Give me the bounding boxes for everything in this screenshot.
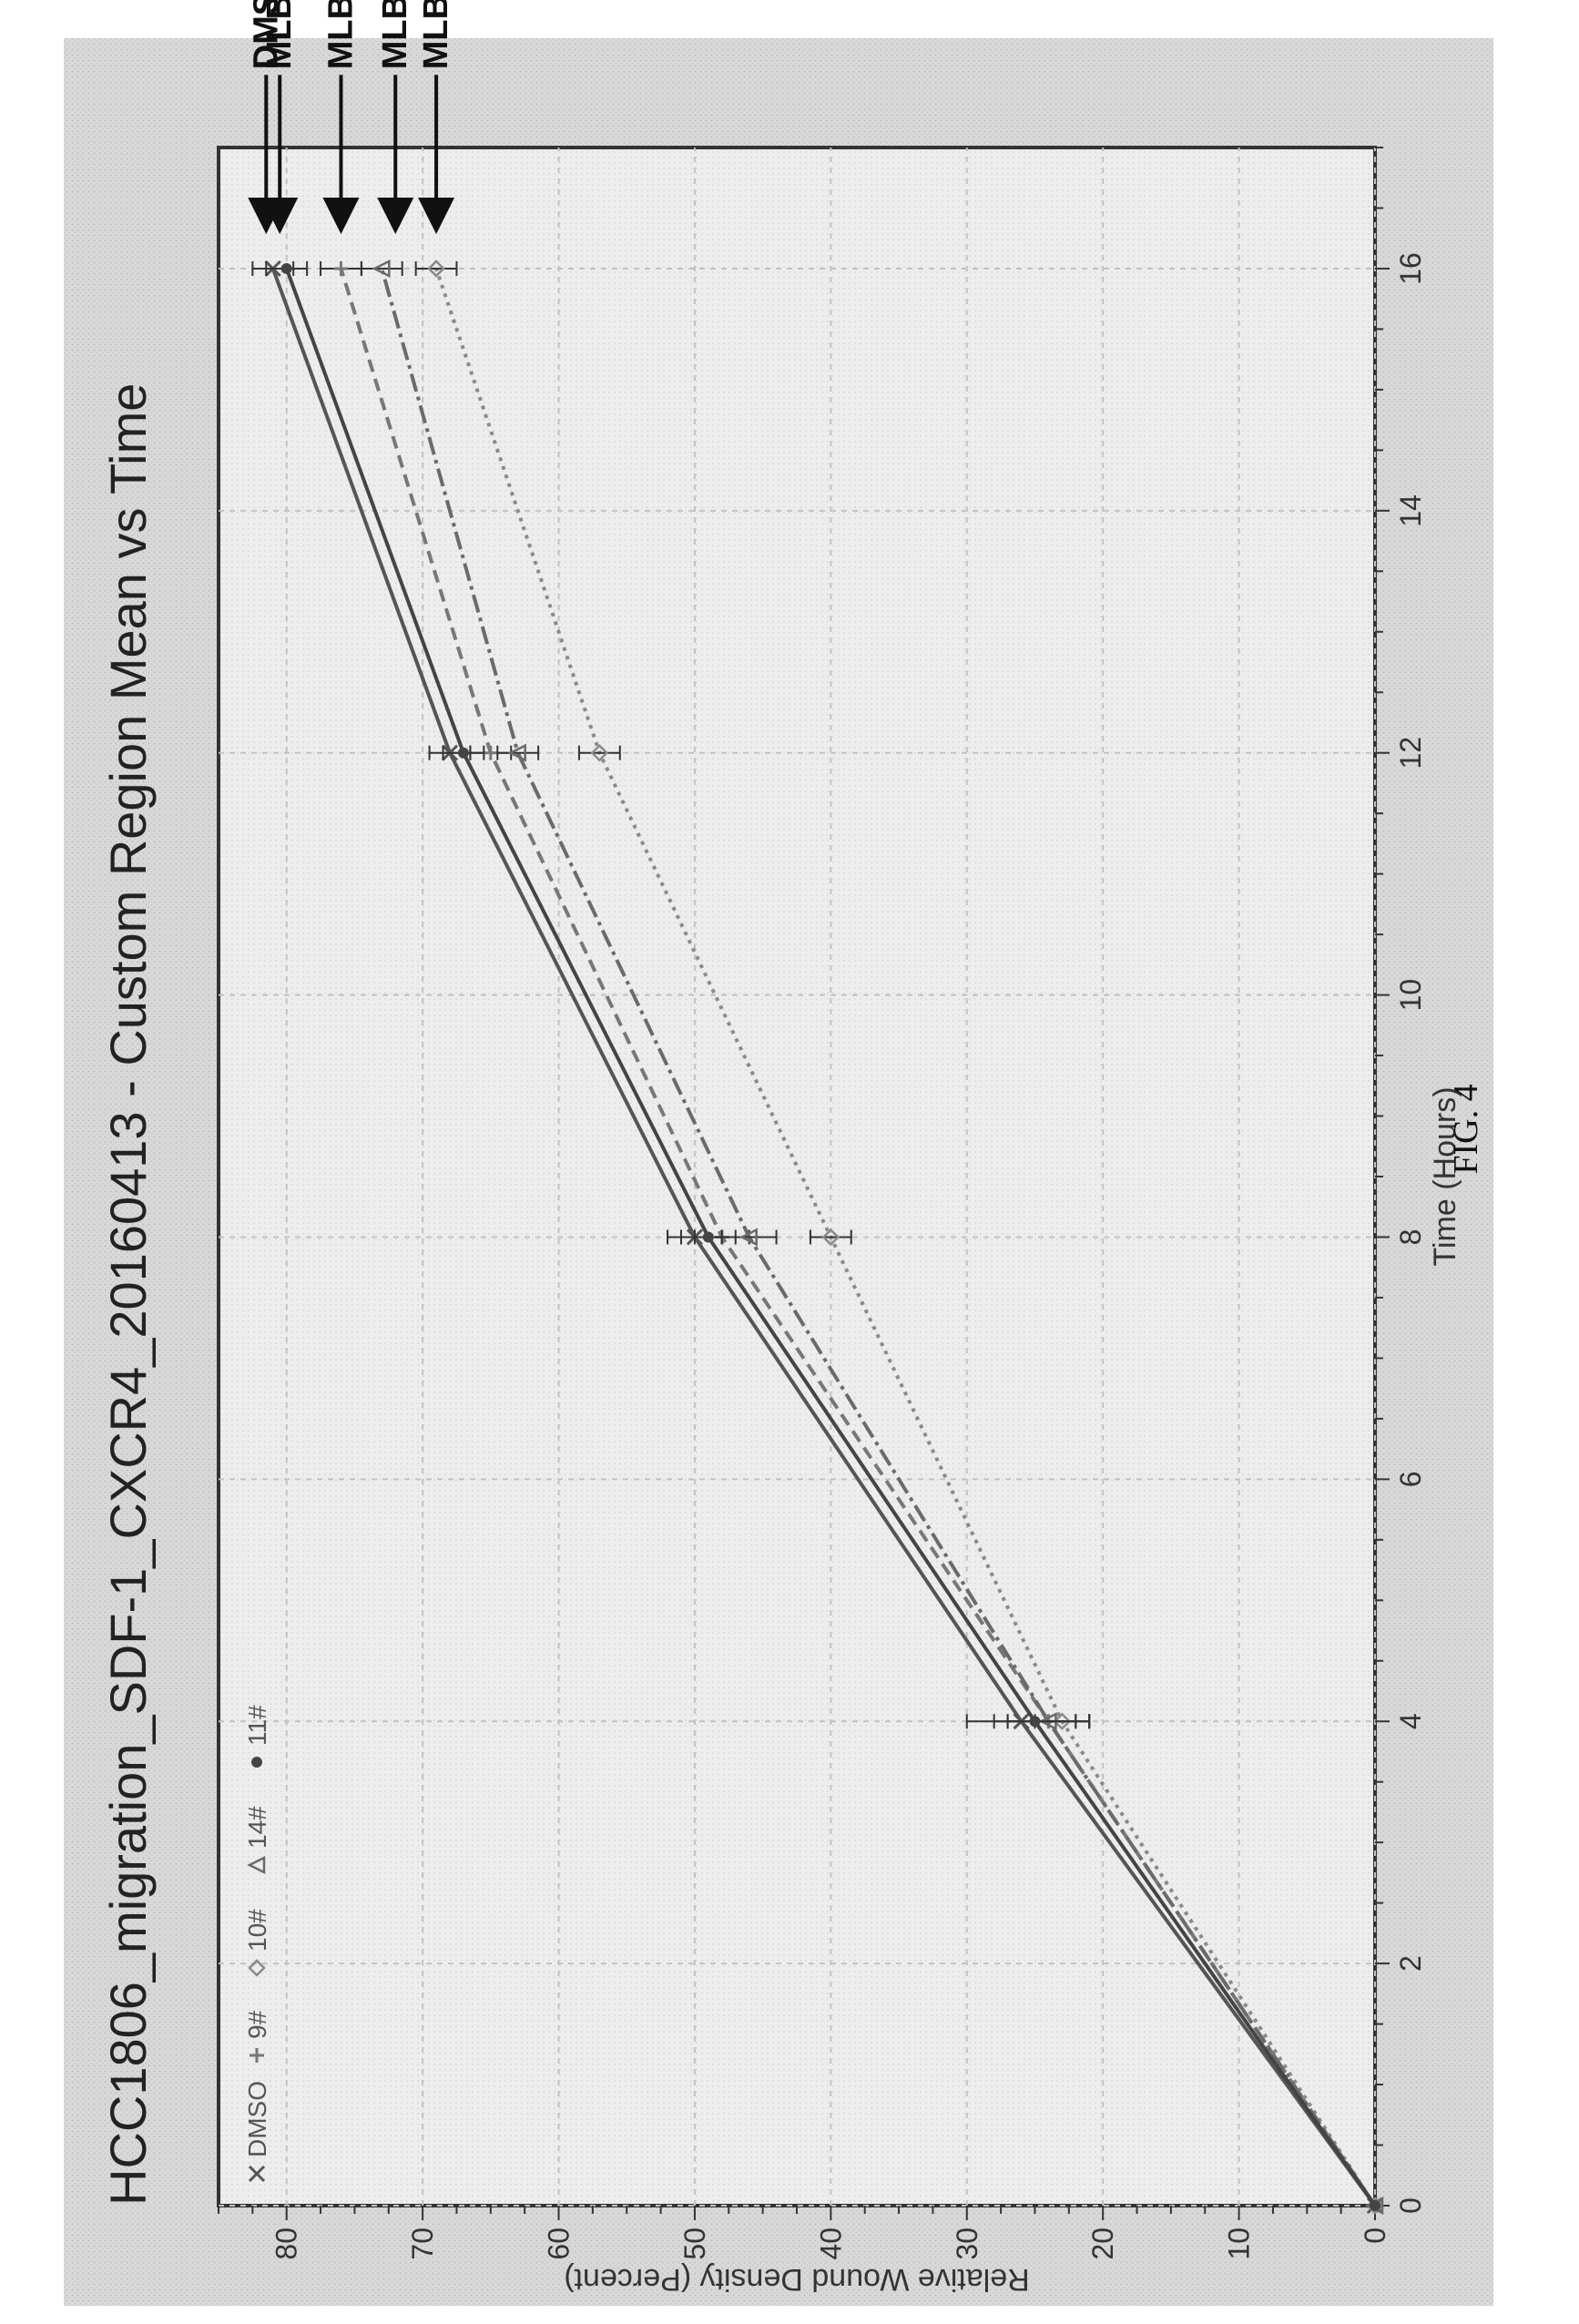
legend-marker <box>247 1855 266 1875</box>
data-point <box>821 1228 840 1247</box>
y-axis-label: Relative Wound Density (Percent) <box>564 2262 1029 2297</box>
legend: DMSO 9# 10# 14# 11# <box>243 1705 271 2183</box>
data-point <box>280 262 292 274</box>
data-point <box>739 1228 758 1247</box>
y-tick-label: 60 <box>543 2227 576 2260</box>
arrow-label: MLB-011+SDF-1α <box>260 0 299 69</box>
data-point <box>457 747 469 759</box>
data-point <box>702 1231 714 1243</box>
arrow-label: MLB-009+SDF-1α <box>321 0 360 69</box>
data-point <box>483 745 498 760</box>
series-11 <box>265 260 1380 2211</box>
legend-label: 14# <box>243 1806 271 1849</box>
x-axis: 0 2 4 6 8 10 12 14 16 <box>1375 147 1427 2214</box>
y-axis: 0 10 20 30 40 50 60 70 80 <box>218 2206 1391 2260</box>
data-point <box>590 743 609 762</box>
x-tick-label: 2 <box>1394 1955 1427 1972</box>
plot-area <box>217 146 1377 2207</box>
y-tick-label: 30 <box>951 2227 983 2260</box>
x-tick-label: 4 <box>1394 1713 1427 1729</box>
data-point <box>372 259 391 278</box>
legend-marker <box>251 1757 262 1768</box>
data-point <box>507 743 526 762</box>
data-point <box>427 260 445 278</box>
y-tick-label: 10 <box>1223 2227 1256 2260</box>
data-point <box>333 260 349 276</box>
x-tick-label: 8 <box>1394 1229 1427 1246</box>
x-tick-label: 0 <box>1394 2197 1427 2214</box>
x-axis-label: Time (Hours) <box>1428 1086 1462 1266</box>
arrow-label: DMSO+SDF-1α <box>247 0 285 69</box>
data-point <box>1370 2200 1380 2211</box>
arrow-label: MLB-010+SDF-1α <box>417 0 455 69</box>
y-tick-label: 50 <box>678 2227 711 2260</box>
y-tick-label: 0 <box>1359 2227 1391 2244</box>
legend-marker <box>248 1959 266 1977</box>
chart-title: HCC1806_migration_SDF-1_CXCR4_20160413 -… <box>99 383 157 2206</box>
y-tick-label: 70 <box>406 2227 439 2260</box>
y-tick-label: 40 <box>814 2227 847 2260</box>
legend-label: 10# <box>243 1909 271 1952</box>
legend-marker <box>248 2165 266 2183</box>
figure-caption: FIG. 4 <box>1447 1084 1485 1175</box>
legend-label: 11# <box>243 1705 271 1746</box>
legend-marker <box>250 2048 264 2063</box>
x-tick-label: 10 <box>1394 979 1427 1012</box>
legend-label: DMSO <box>243 2081 271 2157</box>
arrow-label: MLB-014+SDF-1α <box>376 0 414 69</box>
y-tick-label: 80 <box>270 2227 303 2260</box>
x-tick-label: 14 <box>1394 494 1427 527</box>
x-tick-label: 16 <box>1394 252 1427 285</box>
series-arrows: DMSO+SDF-1αMLB-011+SDF-1α MLB-009+SDF-1α M… <box>247 0 455 235</box>
x-tick-label: 6 <box>1394 1471 1427 1487</box>
x-tick-label: 12 <box>1394 737 1427 770</box>
data-point <box>1029 1716 1041 1728</box>
series-layer <box>251 259 1384 2216</box>
legend-label: 9# <box>243 2010 271 2039</box>
y-tick-label: 20 <box>1086 2227 1119 2260</box>
